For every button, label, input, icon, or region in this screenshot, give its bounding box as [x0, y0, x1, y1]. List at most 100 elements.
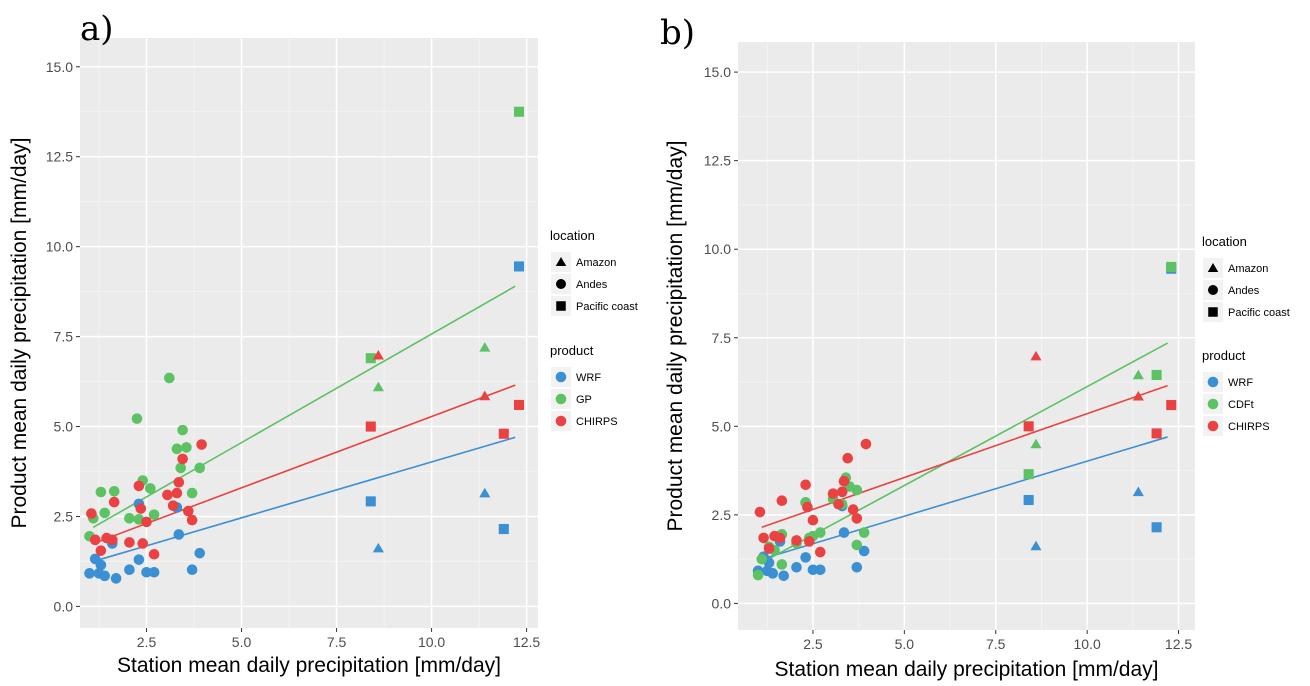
data-point: [776, 559, 788, 570]
x-tick-label: 7.5: [986, 636, 1006, 652]
data-point: [186, 514, 198, 526]
x-tick-label: 7.5: [327, 634, 347, 650]
legend-label: Andes: [576, 279, 608, 291]
data-point: [131, 413, 143, 424]
legend-label: CHIRPS: [1228, 421, 1270, 433]
data-point: [778, 570, 789, 582]
data-point: [372, 381, 384, 392]
x-tick-label: 10.0: [418, 634, 445, 650]
data-point: [851, 562, 863, 573]
x-tick-label: 5.0: [232, 634, 252, 650]
data-point: [1030, 540, 1042, 551]
data-point: [135, 503, 147, 514]
data-point: [513, 261, 525, 272]
data-point: [1030, 438, 1042, 449]
y-tick-label: 0.0: [712, 595, 732, 611]
data-point: [194, 462, 206, 474]
x-tick-label: 2.5: [803, 636, 823, 652]
fit-line-cdft: [761, 342, 1168, 564]
legend-label: WRF: [576, 372, 601, 384]
data-point: [133, 480, 145, 492]
x-tick-label: 12.5: [1165, 636, 1192, 652]
data-point: [171, 487, 183, 499]
legend-color-gp: [555, 393, 567, 405]
data-point: [107, 534, 118, 546]
data-point: [763, 543, 775, 554]
panel-label: b): [660, 13, 695, 53]
y-tick-label: 7.5: [54, 329, 74, 345]
data-point: [858, 545, 870, 557]
data-point: [95, 486, 107, 498]
legend-label: GP: [576, 394, 592, 406]
data-point: [1132, 390, 1144, 401]
y-tick-label: 15.0: [704, 64, 731, 80]
data-point: [838, 527, 850, 538]
data-point: [807, 564, 819, 576]
data-point: [774, 532, 786, 544]
data-point: [827, 488, 839, 499]
legend-shape-pacific-coast: [1208, 307, 1218, 317]
legend-shape-amazon: [555, 257, 567, 266]
data-point: [1132, 369, 1144, 380]
data-point: [110, 573, 122, 584]
data-point: [756, 553, 768, 565]
data-point: [162, 489, 173, 501]
data-point: [99, 507, 111, 519]
data-point: [84, 568, 95, 579]
legend-label: CDFt: [1228, 399, 1254, 411]
data-point: [95, 559, 107, 571]
legend-location-title: location: [550, 228, 595, 243]
data-point: [86, 508, 97, 519]
legend-label: Amazon: [576, 257, 616, 269]
fit-line-chirps: [761, 384, 1168, 529]
data-point: [776, 495, 788, 507]
legend-color-wrf: [555, 371, 567, 383]
y-tick-label: 2.5: [54, 508, 74, 524]
data-point: [124, 537, 135, 548]
data-point: [791, 562, 802, 573]
data-point: [814, 546, 826, 558]
data-point: [479, 342, 491, 352]
data-point: [836, 486, 848, 498]
data-point: [851, 539, 863, 551]
data-point: [164, 372, 175, 384]
data-point: [513, 399, 525, 410]
data-point: [513, 106, 525, 117]
data-point: [851, 513, 863, 524]
data-point: [807, 514, 819, 526]
data-point: [141, 566, 152, 578]
data-point: [842, 452, 853, 464]
data-point: [173, 476, 185, 488]
data-point: [175, 462, 187, 474]
y-axis-title: Product mean daily precipitation [mm/day…: [664, 140, 687, 531]
data-point: [124, 512, 135, 524]
legend-shape-amazon: [1207, 263, 1219, 272]
y-tick-label: 5.0: [712, 418, 732, 434]
data-point: [1023, 494, 1034, 506]
data-point: [148, 548, 160, 560]
y-tick-label: 7.5: [712, 330, 732, 346]
data-point: [851, 484, 863, 496]
data-point: [1151, 428, 1162, 439]
y-tick-label: 5.0: [54, 419, 74, 435]
data-point: [108, 496, 120, 508]
data-point: [803, 536, 815, 547]
legend-shape-andes: [556, 279, 566, 289]
data-point: [814, 527, 826, 538]
legend-color-wrf: [1207, 376, 1219, 388]
data-point: [148, 566, 160, 578]
data-point: [365, 421, 376, 432]
data-point: [365, 496, 376, 507]
legend-label: Pacific coast: [1228, 307, 1290, 319]
legend: location Amazon Andes Pacific coast product W…: [550, 228, 638, 431]
legend-color-cdft: [1207, 398, 1219, 410]
data-point: [372, 542, 384, 553]
x-axis-title: Station mean daily precipitation [mm/day…: [774, 658, 1158, 681]
fit-line-wrf: [761, 436, 1168, 560]
x-tick-label: 12.5: [513, 634, 540, 650]
data-point: [194, 547, 206, 559]
series-chirps: [86, 350, 525, 560]
y-tick-label: 2.5: [712, 507, 732, 523]
data-point: [814, 564, 826, 576]
data-point: [498, 428, 509, 439]
